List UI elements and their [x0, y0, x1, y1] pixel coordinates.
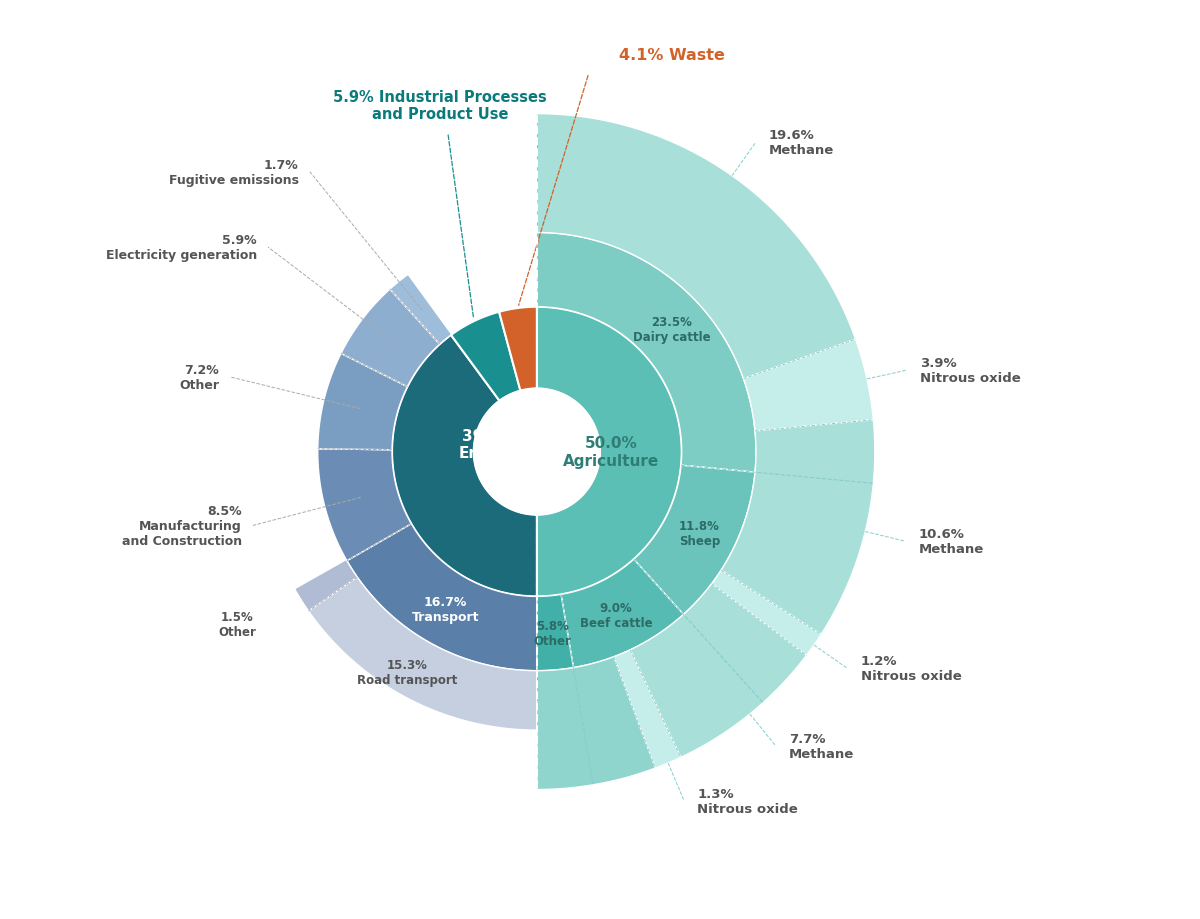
Text: 3.9%
Nitrous oxide: 3.9% Nitrous oxide: [920, 357, 1021, 385]
Text: 9.0%
Beef cattle: 9.0% Beef cattle: [580, 602, 653, 630]
Polygon shape: [712, 571, 821, 655]
Text: 19.6%
Methane: 19.6% Methane: [769, 130, 834, 157]
Polygon shape: [613, 650, 680, 768]
Polygon shape: [536, 233, 756, 472]
Polygon shape: [562, 560, 684, 668]
Text: 7.2%
Other: 7.2% Other: [179, 364, 220, 391]
Polygon shape: [536, 115, 856, 380]
Polygon shape: [341, 289, 439, 387]
Polygon shape: [390, 275, 451, 345]
Polygon shape: [318, 449, 412, 562]
Polygon shape: [721, 420, 875, 635]
Text: 39.9%
Energy: 39.9% Energy: [458, 428, 518, 460]
Text: 4.1% Waste: 4.1% Waste: [618, 48, 725, 62]
Text: 5.9%
Electricity generation: 5.9% Electricity generation: [106, 233, 257, 262]
Polygon shape: [536, 595, 574, 671]
Polygon shape: [451, 312, 521, 402]
Text: 23.5%
Dairy cattle: 23.5% Dairy cattle: [632, 316, 710, 344]
Text: 50.0%
Agriculture: 50.0% Agriculture: [563, 436, 659, 469]
Polygon shape: [392, 335, 536, 596]
Text: 1.3%
Nitrous oxide: 1.3% Nitrous oxide: [697, 787, 798, 815]
Text: 7.7%
Methane: 7.7% Methane: [788, 732, 854, 760]
Polygon shape: [634, 466, 755, 615]
Text: 1.2%
Nitrous oxide: 1.2% Nitrous oxide: [860, 654, 961, 683]
Text: 1.5%
Other: 1.5% Other: [218, 610, 256, 638]
Text: 15.3%
Road transport: 15.3% Road transport: [356, 659, 457, 686]
Circle shape: [474, 389, 600, 516]
Polygon shape: [536, 657, 655, 789]
Polygon shape: [630, 584, 806, 757]
Polygon shape: [744, 340, 874, 432]
Polygon shape: [308, 577, 536, 731]
Text: 11.8%
Sheep: 11.8% Sheep: [679, 520, 720, 548]
Text: 8.5%
Manufacturing
and Construction: 8.5% Manufacturing and Construction: [121, 505, 242, 548]
Text: 16.7%
Transport: 16.7% Transport: [412, 596, 480, 623]
Text: 5.9% Industrial Processes
and Product Use: 5.9% Industrial Processes and Product Us…: [334, 89, 547, 122]
Text: 1.7%
Fugitive emissions: 1.7% Fugitive emissions: [169, 159, 299, 187]
Polygon shape: [499, 308, 536, 391]
Polygon shape: [536, 308, 682, 596]
Text: 10.6%
Methane: 10.6% Methane: [918, 528, 984, 556]
Polygon shape: [347, 524, 536, 671]
Polygon shape: [318, 354, 408, 450]
Text: 5.8%
Other: 5.8% Other: [533, 619, 571, 647]
Polygon shape: [294, 560, 358, 611]
